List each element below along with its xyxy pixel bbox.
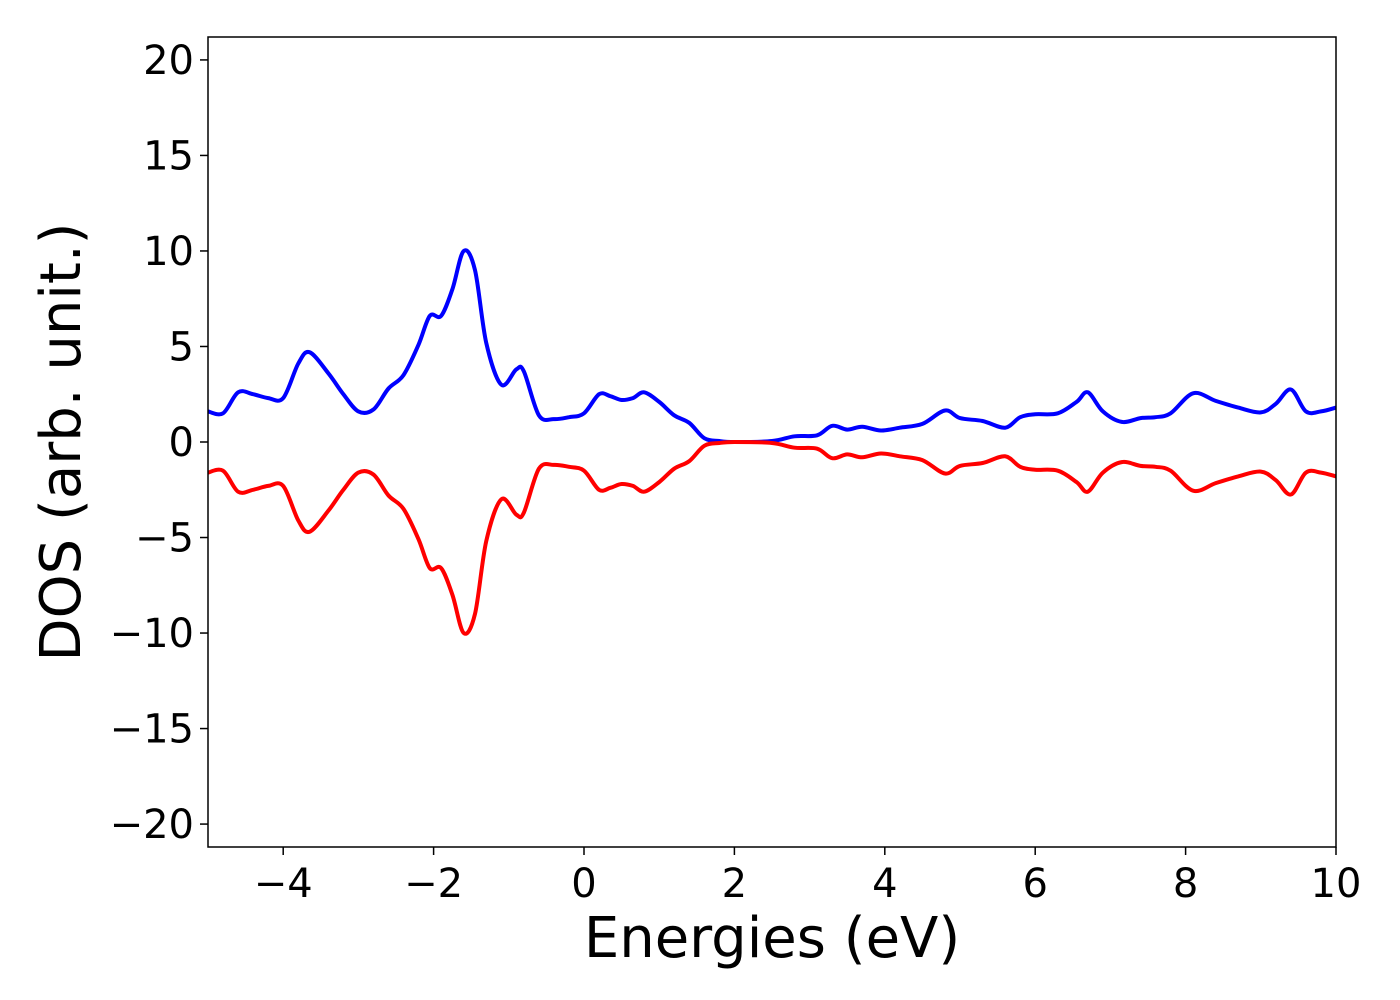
x-tick-label: 6 bbox=[1022, 861, 1047, 907]
x-tick-label: −4 bbox=[254, 861, 313, 907]
y-tick-label: −10 bbox=[110, 611, 194, 657]
series-layer bbox=[208, 248, 1336, 636]
y-tick-label: 15 bbox=[143, 133, 194, 179]
plot-frame bbox=[207, 36, 1337, 848]
y-tick-label: −20 bbox=[110, 802, 194, 848]
y-axis-label: DOS (arb. unit.) bbox=[29, 222, 94, 661]
y-tick-label: 20 bbox=[143, 38, 194, 84]
y-tick-label: −5 bbox=[135, 516, 194, 562]
x-tick-label: 8 bbox=[1173, 861, 1198, 907]
x-tick-label: 0 bbox=[571, 861, 596, 907]
spin-up-dos-line bbox=[208, 248, 1336, 444]
x-tick-label: 4 bbox=[872, 861, 897, 907]
spin-down-dos-line bbox=[208, 440, 1336, 636]
x-tick-label: 10 bbox=[1311, 861, 1362, 907]
y-tick-label: −15 bbox=[110, 707, 194, 753]
x-tick-label: 2 bbox=[722, 861, 747, 907]
y-tick-label: 5 bbox=[169, 324, 194, 370]
x-tick-label: −2 bbox=[404, 861, 463, 907]
y-tick-label: 10 bbox=[143, 229, 194, 275]
y-tick-label: 0 bbox=[169, 420, 194, 466]
x-axis-label: Energies (eV) bbox=[584, 906, 960, 971]
